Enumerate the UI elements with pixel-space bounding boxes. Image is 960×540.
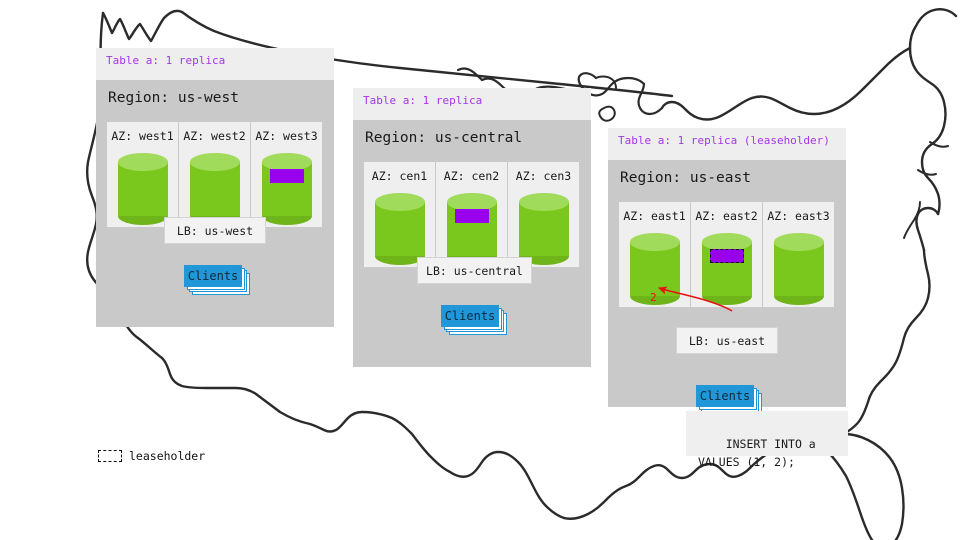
cylinder-body (773, 242, 824, 296)
az-panel-us-west: AZ: west1 AZ: west2 AZ (107, 122, 322, 227)
region-title: Region: us-west (108, 90, 239, 106)
region-header-us-central: Table a: 1 replica (353, 88, 591, 120)
clients-button[interactable]: Clients (441, 305, 499, 327)
clients-label: Clients (444, 309, 496, 323)
region-body-us-central: Region: us-central AZ: cen1 AZ: cen2 (353, 120, 591, 367)
replica-marker (454, 209, 489, 223)
az-east3[interactable]: AZ: east3 (762, 202, 834, 307)
az-label: AZ: west1 (111, 129, 174, 143)
az-east2[interactable]: AZ: east2 (690, 202, 762, 307)
region-body-us-west: Region: us-west AZ: west1 AZ: west2 (96, 80, 334, 327)
cylinder-top (261, 153, 312, 171)
cylinder-body (374, 202, 425, 256)
node-cylinder[interactable] (374, 193, 425, 265)
dashed-rect-icon (98, 450, 122, 462)
cylinder-body (189, 162, 240, 216)
az-west3[interactable]: AZ: west3 (250, 122, 322, 227)
az-label: AZ: east2 (695, 209, 758, 223)
clients-button[interactable]: Clients (696, 385, 754, 407)
node-cylinder[interactable] (117, 153, 168, 225)
clients-stack-us-west[interactable]: Clients (184, 265, 254, 297)
clients-label: Clients (699, 389, 751, 403)
cylinder-body (518, 202, 569, 256)
az-label: AZ: west2 (183, 129, 246, 143)
az-west1[interactable]: AZ: west1 (107, 122, 178, 227)
lb-label: LB: us-west (176, 223, 254, 238)
az-label: AZ: east3 (767, 209, 830, 223)
region-card-us-west: Table a: 1 replica Region: us-west AZ: w… (96, 48, 334, 327)
az-label: AZ: west3 (255, 129, 318, 143)
az-label: AZ: east1 (623, 209, 686, 223)
node-cylinder[interactable] (261, 153, 312, 225)
cylinder-top (773, 233, 824, 251)
cylinder-top (629, 233, 680, 251)
region-title: Region: us-central (365, 130, 523, 146)
cylinder-top (446, 193, 497, 211)
region-body-us-east: Region: us-east AZ: east1 AZ: east2 (608, 160, 846, 415)
cylinder-top (518, 193, 569, 211)
arrow-step-label: 2 (650, 291, 657, 304)
node-cylinder[interactable] (446, 193, 497, 265)
cylinder-body (117, 162, 168, 216)
cylinder-top (189, 153, 240, 171)
replica-marker (269, 169, 304, 183)
node-cylinder[interactable] (773, 233, 824, 305)
region-header-label: Table a: 1 replica (106, 54, 226, 67)
clients-stack-us-central[interactable]: Clients (441, 305, 511, 337)
az-cen1[interactable]: AZ: cen1 (364, 162, 435, 267)
load-balancer-us-west[interactable]: LB: us-west (164, 217, 266, 244)
region-header-label: Table a: 1 replica (363, 94, 483, 107)
clients-stack-us-east[interactable]: Clients (696, 385, 766, 417)
node-cylinder[interactable] (189, 153, 240, 225)
clients-button[interactable]: Clients (184, 265, 242, 287)
region-card-us-east: Table a: 1 replica (leaseholder) Region:… (608, 128, 846, 415)
region-header-us-east: Table a: 1 replica (leaseholder) (608, 128, 846, 160)
legend: leaseholder (98, 449, 205, 463)
cylinder-top (374, 193, 425, 211)
az-label: AZ: cen2 (443, 169, 500, 183)
sql-callout: INSERT INTO a VALUES (1, 2); (686, 411, 848, 469)
region-card-us-central: Table a: 1 replica Region: us-central AZ… (353, 88, 591, 367)
az-cen3[interactable]: AZ: cen3 (507, 162, 579, 267)
cylinder-top (117, 153, 168, 171)
legend-label: leaseholder (129, 449, 206, 463)
node-cylinder[interactable] (518, 193, 569, 265)
load-balancer-us-east[interactable]: LB: us-east (676, 327, 778, 354)
cylinder-body (629, 242, 680, 296)
az-cen2[interactable]: AZ: cen2 (435, 162, 507, 267)
az-panel-us-central: AZ: cen1 AZ: cen2 (364, 162, 579, 267)
load-balancer-us-central[interactable]: LB: us-central (417, 257, 532, 284)
cylinder-top (701, 233, 752, 251)
region-header-us-west: Table a: 1 replica (96, 48, 334, 80)
region-header-label: Table a: 1 replica (leaseholder) (618, 134, 830, 147)
az-east1[interactable]: AZ: east1 (619, 202, 690, 307)
az-label: AZ: cen3 (515, 169, 572, 183)
lb-label: LB: us-east (688, 333, 766, 348)
region-title: Region: us-east (620, 170, 751, 186)
clients-label: Clients (187, 269, 239, 283)
lb-label: LB: us-central (426, 263, 523, 278)
node-cylinder[interactable] (629, 233, 680, 305)
leaseholder-replica-marker (709, 249, 744, 263)
az-label: AZ: cen1 (371, 169, 428, 183)
node-cylinder[interactable] (701, 233, 752, 305)
az-west2[interactable]: AZ: west2 (178, 122, 250, 227)
sql-text: INSERT INTO a VALUES (1, 2); (698, 437, 816, 469)
